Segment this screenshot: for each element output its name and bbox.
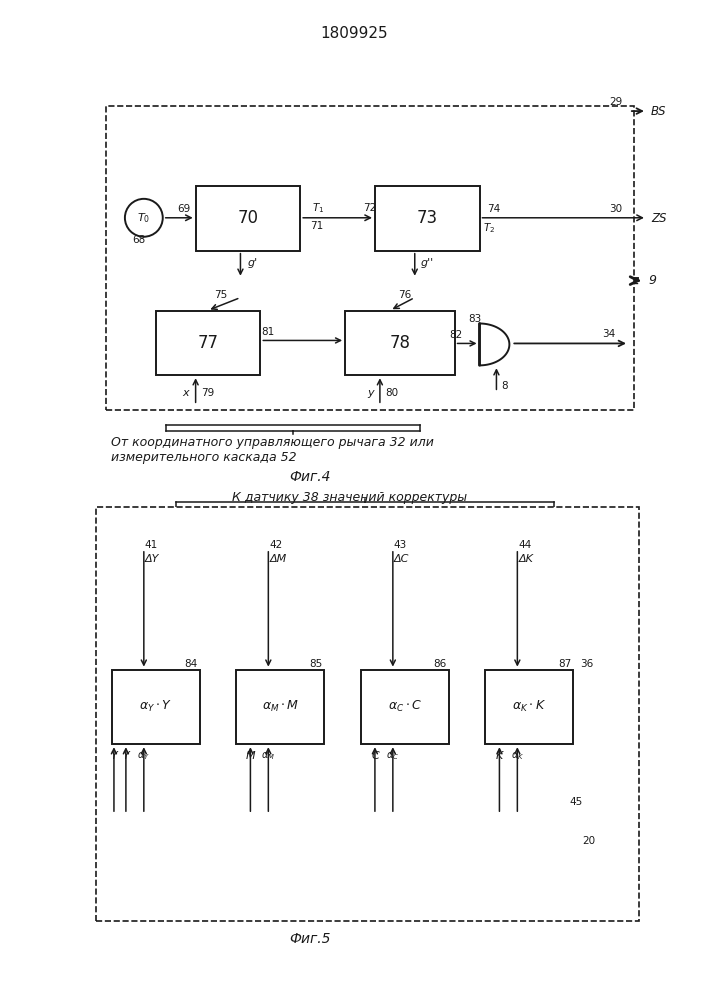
Text: 79: 79 bbox=[201, 388, 214, 398]
Text: 8: 8 bbox=[501, 381, 508, 391]
Text: 74: 74 bbox=[487, 204, 500, 214]
Text: $\alpha_M \cdot M$: $\alpha_M \cdot M$ bbox=[262, 699, 299, 714]
Bar bbox=[196, 186, 300, 251]
Text: ΔC: ΔC bbox=[394, 554, 409, 564]
Text: 73: 73 bbox=[416, 209, 438, 227]
Text: 36: 36 bbox=[580, 659, 594, 669]
Bar bbox=[486, 670, 573, 744]
Text: $\alpha_C$: $\alpha_C$ bbox=[386, 750, 399, 762]
Text: Фиг.5: Фиг.5 bbox=[289, 932, 331, 946]
Text: $\alpha_C \cdot C$: $\alpha_C \cdot C$ bbox=[387, 699, 422, 714]
Text: 30: 30 bbox=[609, 204, 623, 214]
Text: K: K bbox=[496, 751, 503, 761]
Text: 82: 82 bbox=[449, 330, 462, 340]
Text: 41: 41 bbox=[145, 540, 158, 550]
Text: $\alpha_Y \cdot Y$: $\alpha_Y \cdot Y$ bbox=[139, 699, 173, 714]
Text: измерительного каскада 52: измерительного каскада 52 bbox=[111, 451, 296, 464]
Text: 70: 70 bbox=[238, 209, 259, 227]
Text: M: M bbox=[245, 751, 255, 761]
Text: 77: 77 bbox=[197, 334, 218, 352]
Text: Y: Y bbox=[110, 751, 117, 761]
Text: g': g' bbox=[247, 258, 257, 268]
Text: ΔK: ΔK bbox=[518, 554, 533, 564]
Text: 42: 42 bbox=[269, 540, 283, 550]
Text: ΔM: ΔM bbox=[269, 554, 286, 564]
Text: 80: 80 bbox=[385, 388, 399, 398]
Bar bbox=[106, 106, 634, 410]
Text: 34: 34 bbox=[602, 329, 616, 339]
Text: y: y bbox=[368, 388, 374, 398]
Text: 20: 20 bbox=[583, 836, 595, 846]
Bar bbox=[156, 311, 260, 375]
Text: $T_0$: $T_0$ bbox=[137, 211, 151, 225]
Bar bbox=[361, 670, 449, 744]
Text: 69: 69 bbox=[177, 204, 190, 214]
Text: К датчику 38 значений корректуры: К датчику 38 значений корректуры bbox=[233, 491, 467, 504]
Bar bbox=[375, 186, 479, 251]
Text: 9: 9 bbox=[649, 274, 657, 287]
Text: 83: 83 bbox=[468, 314, 481, 324]
Text: 84: 84 bbox=[185, 659, 198, 669]
Text: 87: 87 bbox=[558, 659, 571, 669]
Text: ΔY: ΔY bbox=[145, 554, 159, 564]
Text: 75: 75 bbox=[214, 290, 227, 300]
Text: 86: 86 bbox=[433, 659, 447, 669]
Text: От координатного управляющего рычага 32 или: От координатного управляющего рычага 32 … bbox=[111, 436, 434, 449]
Text: C: C bbox=[371, 751, 379, 761]
Text: 81: 81 bbox=[262, 327, 275, 337]
Text: 68: 68 bbox=[132, 235, 146, 245]
Text: $T_1$: $T_1$ bbox=[312, 201, 325, 215]
Text: $\alpha_M$: $\alpha_M$ bbox=[262, 750, 275, 762]
Bar bbox=[345, 311, 455, 375]
Text: 43: 43 bbox=[394, 540, 407, 550]
Text: 45: 45 bbox=[570, 797, 583, 807]
Text: $\alpha_Y$: $\alpha_Y$ bbox=[137, 750, 151, 762]
Text: 44: 44 bbox=[518, 540, 532, 550]
Text: BS: BS bbox=[651, 105, 667, 118]
Text: g'': g'' bbox=[420, 258, 433, 268]
Text: $T_2$: $T_2$ bbox=[484, 221, 496, 235]
Text: x: x bbox=[182, 388, 189, 398]
Bar bbox=[96, 507, 639, 921]
Text: $\alpha_K$: $\alpha_K$ bbox=[510, 750, 524, 762]
Text: 76: 76 bbox=[398, 290, 411, 300]
Text: ZS: ZS bbox=[651, 212, 667, 225]
Text: 85: 85 bbox=[309, 659, 322, 669]
Text: 1809925: 1809925 bbox=[320, 26, 388, 41]
Text: Фиг.4: Фиг.4 bbox=[289, 470, 331, 484]
Bar bbox=[236, 670, 324, 744]
Bar bbox=[112, 670, 199, 744]
Text: $\alpha_K \cdot K$: $\alpha_K \cdot K$ bbox=[512, 699, 547, 714]
Text: 72: 72 bbox=[363, 203, 377, 213]
Text: Y: Y bbox=[122, 751, 129, 761]
Text: 78: 78 bbox=[390, 334, 410, 352]
Text: 29: 29 bbox=[609, 97, 623, 107]
Text: 71: 71 bbox=[310, 221, 324, 231]
